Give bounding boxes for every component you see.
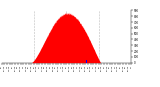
Bar xyxy=(86,60,87,63)
